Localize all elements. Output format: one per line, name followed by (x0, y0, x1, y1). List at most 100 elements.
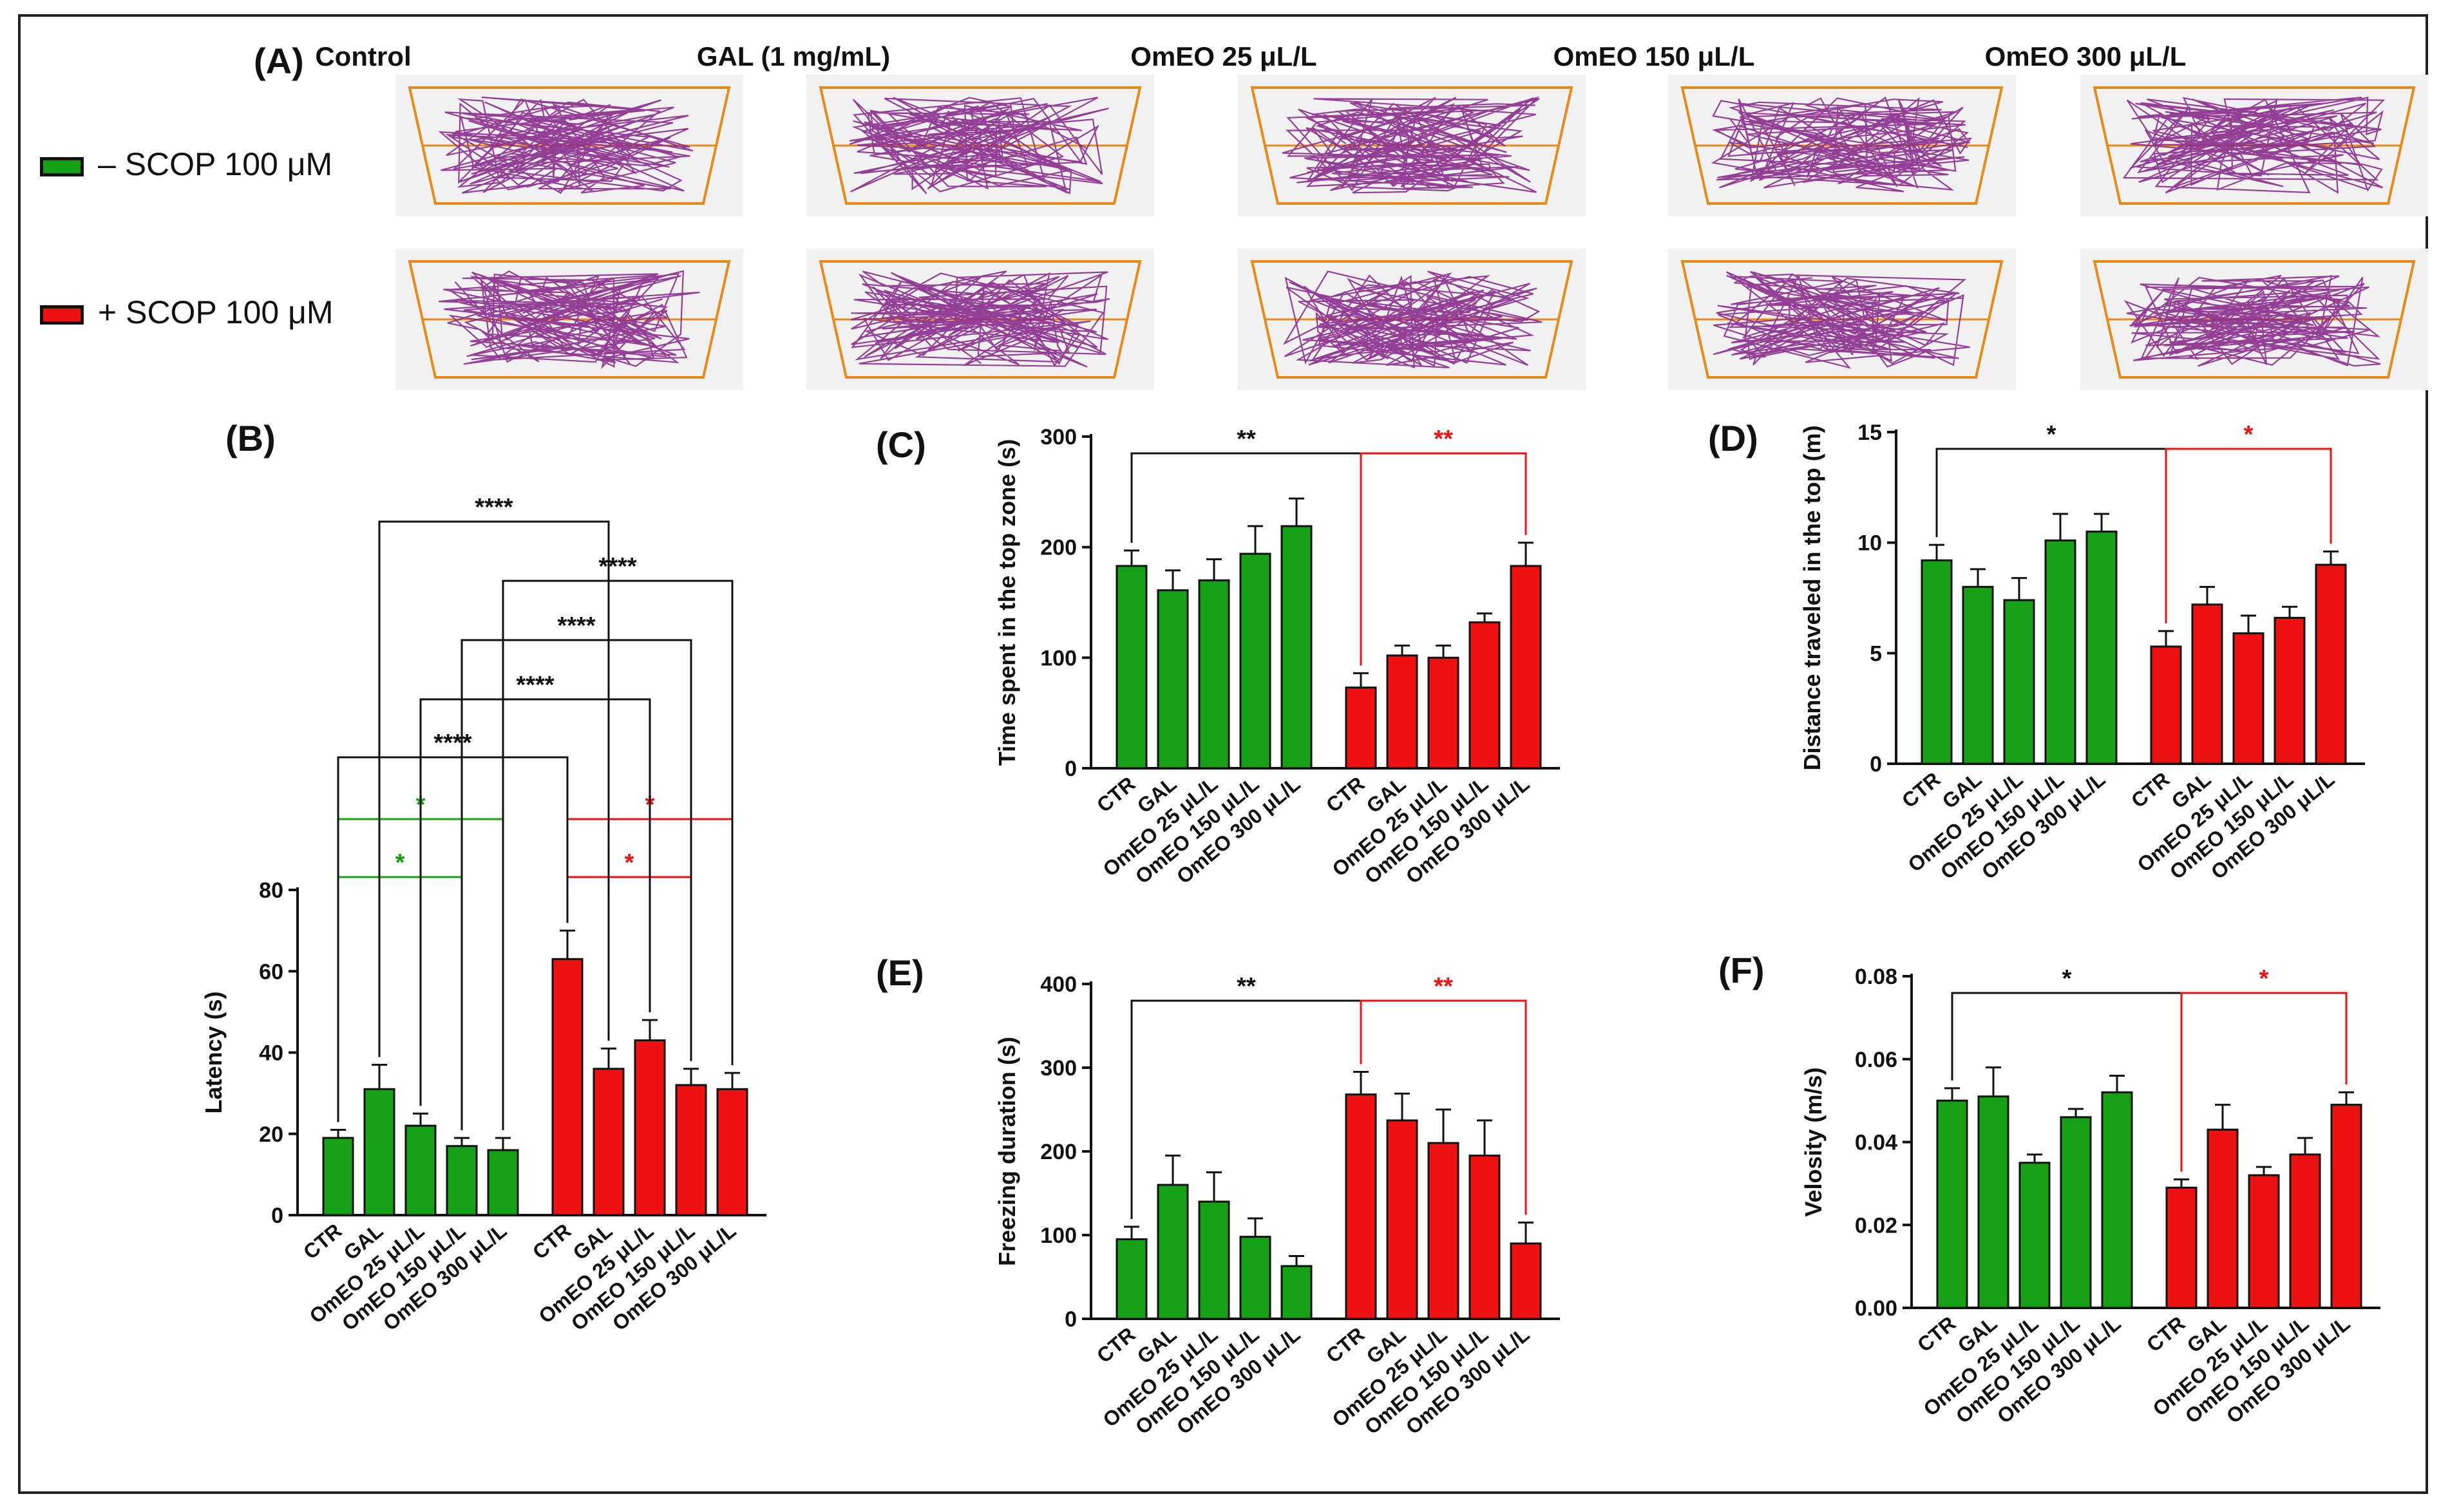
significance-bracket (337, 756, 569, 1122)
y-tick-label: 0.00 (1855, 1296, 1897, 1321)
y-tick-label: 15 (1857, 421, 1882, 445)
significance-bracket (378, 520, 610, 1057)
arena-outline (1250, 260, 1573, 379)
trajectory-path (1711, 96, 1972, 193)
significance-label: **** (475, 494, 513, 521)
bar-plus-scop-0 (2150, 645, 2182, 765)
trajectory-plot (1250, 86, 1573, 205)
bar-minus-scop-3 (2060, 1116, 2092, 1309)
trajectory-path (850, 270, 1110, 368)
bar-minus-scop-1 (1977, 1095, 2009, 1309)
figure-frame: (A) Control GAL (1 mg/mL) OmEO 25 μL/L O… (18, 14, 2428, 1494)
y-tick-label: 40 (259, 1041, 283, 1066)
legend-plus-scop: + SCOP 100 μM (40, 294, 334, 331)
y-tick-label: 0.06 (1855, 1048, 1897, 1072)
legend-label-plus-scop: + SCOP 100 μM (98, 294, 334, 330)
bar-plus-scop-3 (675, 1084, 707, 1216)
arena-outline (1250, 86, 1573, 205)
y-tick-label: 0 (1870, 752, 1882, 777)
track-panel-omeo300-plus-scop (2080, 249, 2428, 390)
bar-minus-scop-1 (363, 1088, 395, 1216)
bar-plus-scop-2 (1427, 656, 1459, 770)
chart-d: 0 5 10 15 Distance traveled in the top (m) CT… (1799, 421, 2365, 884)
bar-plus-scop-4 (1510, 565, 1542, 770)
trajectory-plot (2093, 86, 2416, 205)
legend-minus-scop: – SCOP 100 μM (40, 146, 332, 183)
y-axis-title: Velosity (m/s) (1800, 1067, 1827, 1216)
bar-plus-scop-1 (2207, 1128, 2239, 1309)
significance-bracket (2180, 992, 2348, 1172)
track-panel-gal-minus-scop (806, 75, 1154, 216)
significance-label: * (2259, 965, 2269, 992)
x-tick-label: CTR (2142, 1312, 2190, 1357)
bar-plus-scop-2 (634, 1039, 666, 1216)
track-column-title-gal: GAL (1 mg/mL) (696, 41, 891, 71)
x-tick-label: CTR (1322, 772, 1369, 817)
bar-minus-scop-4 (2101, 1091, 2133, 1309)
trajectory-plot (1680, 86, 2004, 205)
bar-plus-scop-0 (1345, 1093, 1377, 1320)
bar-plus-scop-1 (593, 1068, 625, 1216)
arena-outline (408, 260, 731, 379)
arena-outline (408, 86, 731, 205)
bar-plus-scop-3 (2274, 616, 2306, 765)
y-tick-label: 300 (1040, 425, 1077, 449)
panel-label-c: (C) (876, 424, 926, 465)
bar-plus-scop-4 (716, 1088, 748, 1216)
y-tick-label: 100 (1040, 1224, 1077, 1248)
track-panel-omeo25-plus-scop (1238, 249, 1586, 390)
bar-minus-scop-4 (2085, 531, 2118, 765)
bar-minus-scop-2 (2018, 1162, 2051, 1309)
bar-minus-scop-0 (1116, 565, 1148, 770)
track-panel-control-plus-scop (395, 249, 743, 390)
arena-outline (819, 86, 1142, 205)
significance-bracket (566, 876, 692, 1061)
y-tick-label: 80 (259, 878, 283, 903)
bar-plus-scop-3 (2289, 1153, 2321, 1309)
arena-outline (1680, 86, 2004, 205)
significance-label: **** (557, 612, 595, 639)
bar-minus-scop-0 (1936, 1099, 1968, 1309)
trajectory-plot (2093, 260, 2416, 379)
x-tick-label: CTR (1913, 1312, 1961, 1357)
bar-minus-scop-2 (404, 1124, 437, 1216)
bar-plus-scop-2 (2232, 632, 2265, 765)
y-tick-label: 200 (1040, 536, 1077, 560)
bar-minus-scop-2 (2003, 599, 2035, 765)
trajectory-path (1713, 270, 1970, 369)
bar-plus-scop-0 (2165, 1186, 2198, 1309)
y-tick-label: 0.02 (1855, 1213, 1897, 1238)
bar-minus-scop-3 (1239, 553, 1271, 770)
track-panel-omeo150-minus-scop (1668, 75, 2016, 216)
x-tick-label: CTR (1092, 772, 1140, 817)
significance-label: * (395, 849, 405, 876)
significance-label: ** (1434, 973, 1453, 1000)
arena-outline (1680, 260, 2004, 379)
y-tick-label: 20 (259, 1122, 283, 1147)
bar-plus-scop-0 (551, 958, 584, 1216)
x-tick-label: CTR (299, 1219, 347, 1264)
bar-plus-scop-1 (1386, 654, 1418, 770)
trajectory-path (2122, 97, 2386, 194)
y-tick-label: 0 (1065, 1307, 1077, 1332)
x-tick-label: CTR (1897, 768, 1945, 813)
trajectory-path (438, 97, 694, 194)
y-tick-label: 10 (1857, 531, 1882, 556)
y-axis-title: Freezing duration (s) (994, 1037, 1020, 1266)
bar-plus-scop-4 (1510, 1242, 1542, 1320)
bar-plus-scop-1 (1386, 1119, 1418, 1320)
bar-plus-scop-1 (2191, 603, 2223, 765)
bar-minus-scop-4 (487, 1149, 519, 1216)
chart-c: 0 100 200 300 Time spent in the top zone (s)… (994, 425, 1560, 889)
panel-label-a: (A) (254, 41, 304, 81)
track-panel-omeo300-minus-scop (2080, 75, 2428, 216)
x-tick-label: CTR (1092, 1323, 1140, 1368)
bar-plus-scop-2 (2248, 1174, 2280, 1309)
significance-bracket (502, 580, 734, 1131)
arena-outline (2093, 86, 2416, 205)
bar-minus-scop-0 (322, 1137, 354, 1216)
significance-bracket (1360, 999, 1527, 1215)
bar-minus-scop-3 (1239, 1236, 1271, 1320)
trajectory-plot (1680, 260, 2004, 379)
